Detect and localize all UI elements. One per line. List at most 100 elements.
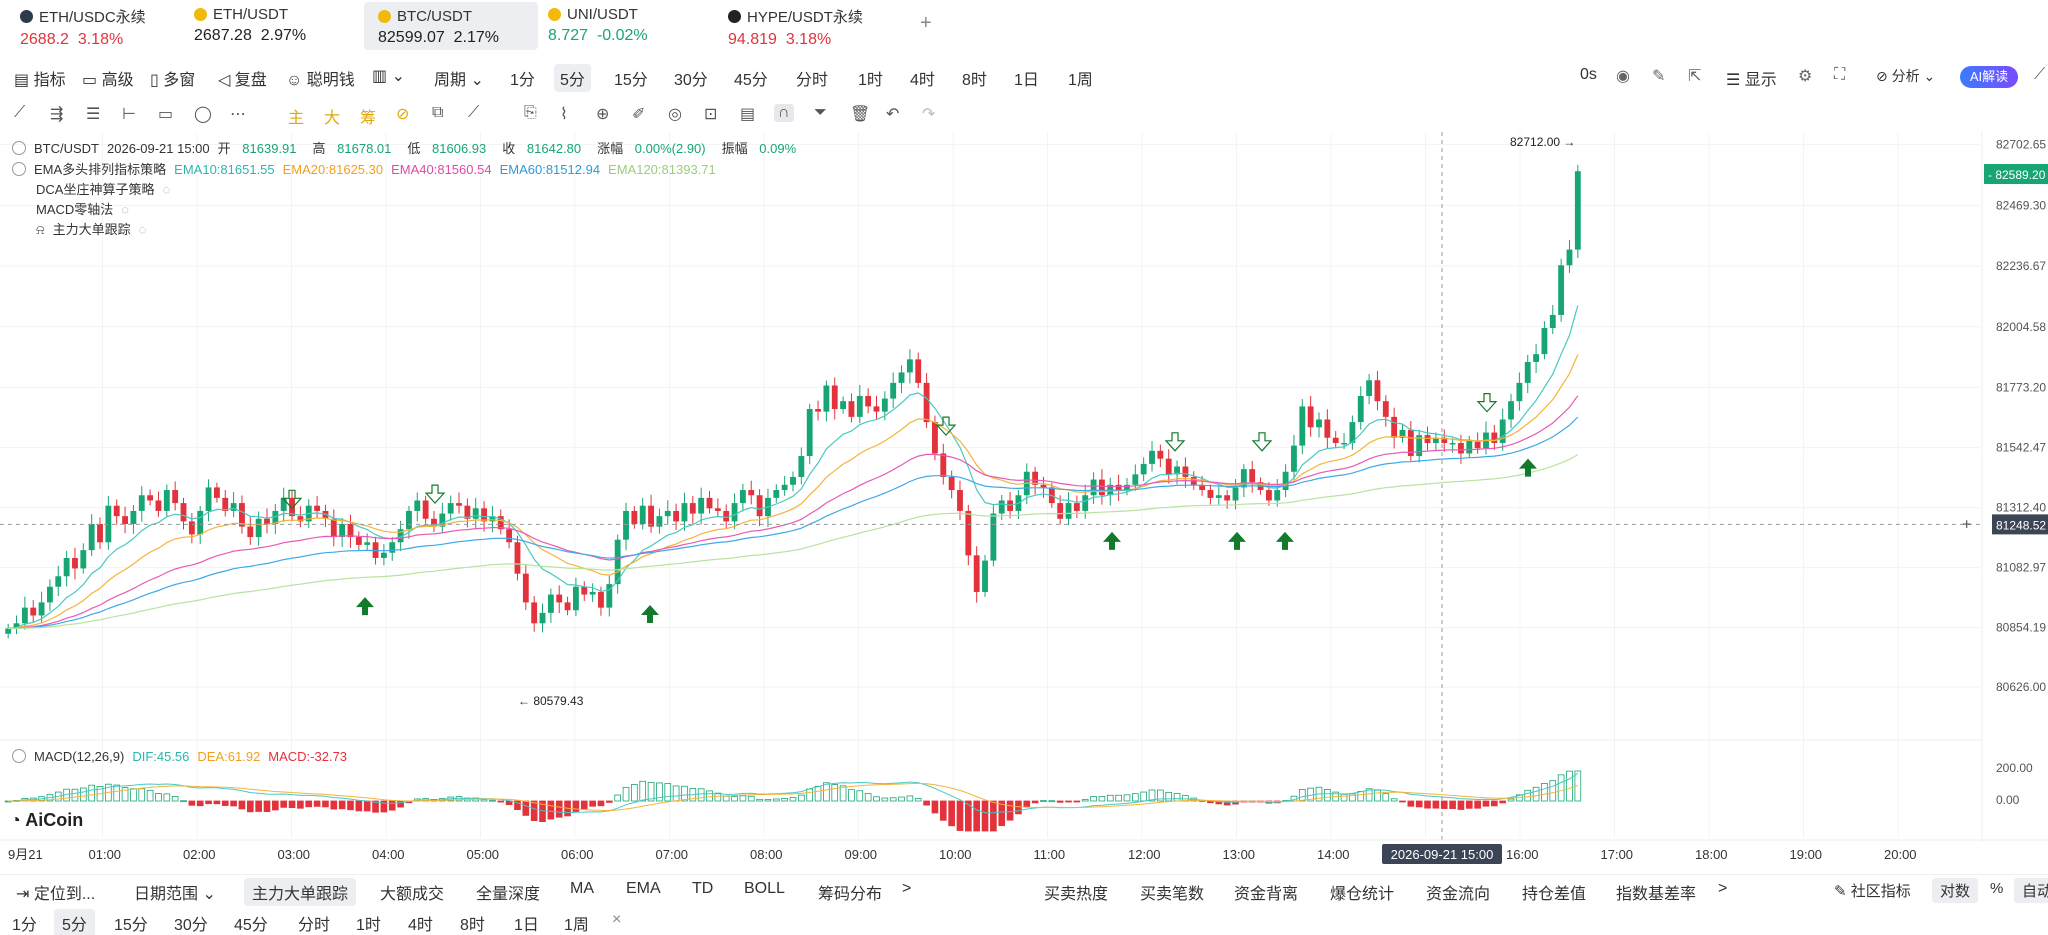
display-button[interactable]: ☰ 显示 [1726, 72, 1777, 89]
locate-button[interactable]: ⇥ 定位到... [16, 886, 96, 903]
basis-tab[interactable]: 指数基差率 [1616, 886, 1697, 903]
period-8h[interactable]: 8时 [962, 72, 987, 89]
large-trade-tab[interactable]: 大额成交 [380, 886, 445, 903]
indicator-button[interactable]: ▤ 指标 [14, 72, 66, 89]
period-timeshare[interactable]: 分时 [298, 917, 331, 934]
scroll-right-button[interactable]: > [1718, 880, 1728, 897]
smart-money-button[interactable]: ☺ 聪明钱 [286, 72, 355, 89]
symbol-tab-3[interactable]: UNI/USDT 8.727 -0.02% [534, 0, 704, 56]
eye-icon[interactable]: ◎ [668, 106, 682, 123]
advanced-button[interactable]: ▭ 高级 [82, 72, 134, 89]
settings-icon[interactable]: ⚙ [1798, 68, 1813, 85]
period-timeshare[interactable]: 分时 [796, 72, 829, 89]
parallel-channel-icon[interactable]: ⇶ [50, 106, 64, 123]
symbol-tab-1[interactable]: ETH/USDT 2687.28 2.97% [180, 0, 350, 56]
chip-toggle[interactable]: 筹 [360, 110, 377, 127]
period-5m[interactable]: 5分 [54, 909, 95, 935]
add-tab-button[interactable]: + [920, 12, 932, 34]
log-scale-toggle[interactable]: 对数 [1932, 878, 1979, 903]
redo-icon[interactable]: ↷ [922, 106, 936, 123]
period-dropdown[interactable]: 周期 ⌄ [434, 72, 484, 89]
period-15m[interactable]: 15分 [114, 917, 148, 934]
ema-tab[interactable]: EMA [626, 880, 661, 897]
period-1d[interactable]: 1日 [514, 917, 539, 934]
ma-tab[interactable]: MA [570, 880, 594, 897]
horizontal-lines-icon[interactable]: ☰ [86, 106, 101, 123]
fullscreen-icon[interactable]: ⛶ [1834, 66, 1846, 83]
chart-icon[interactable]: ⟋ [2034, 66, 2046, 83]
depth-tab[interactable]: 全量深度 [476, 886, 541, 903]
collapse-icon[interactable] [12, 162, 26, 176]
chart-type-dropdown[interactable]: ▥ ⌄ [372, 68, 405, 85]
close-period-bar-icon[interactable]: × [612, 911, 622, 928]
hidden-eye-icon[interactable]: ◌ [121, 202, 130, 217]
eraser-icon[interactable]: ⊘ [396, 106, 410, 123]
period-45m[interactable]: 45分 [234, 917, 268, 934]
big-order-tab[interactable]: 主力大单跟踪 [244, 878, 357, 906]
period-1w[interactable]: 1周 [1068, 72, 1093, 89]
fund-divergence-tab[interactable]: 资金背离 [1234, 886, 1299, 903]
period-1w[interactable]: 1周 [564, 917, 589, 934]
main-indicator-toggle[interactable]: 主 [288, 110, 305, 127]
period-1m[interactable]: 1分 [510, 72, 535, 89]
chart-area[interactable]: 82702.65 82469.30 82236.67 82004.58 81773.20… [0, 132, 2048, 872]
period-45m[interactable]: 45分 [734, 72, 768, 89]
buy-sell-count-tab[interactable]: 买卖笔数 [1140, 886, 1205, 903]
ellipse-icon[interactable]: ◯ [194, 106, 212, 123]
clipboard-icon[interactable]: ⎘ [524, 104, 537, 121]
period-15m[interactable]: 15分 [614, 72, 648, 89]
collapse-icon[interactable] [12, 749, 26, 763]
period-5m[interactable]: 5分 [554, 64, 591, 92]
td-tab[interactable]: TD [692, 880, 714, 897]
candlestick-chart[interactable]: 82702.65 82469.30 82236.67 82004.58 81773.20… [0, 132, 2048, 872]
camera-icon[interactable]: ◉ [1616, 68, 1630, 85]
hidden-eye-icon[interactable]: ◌ [138, 222, 147, 237]
period-1m[interactable]: 1分 [12, 917, 37, 934]
symbol-tab-2[interactable]: BTC/USDT 82599.07 2.17% [364, 2, 538, 50]
big-order-toggle[interactable]: 大 [324, 110, 341, 127]
magnet-icon[interactable]: ∩ [774, 104, 794, 122]
lock-icon[interactable]: ⊡ [704, 106, 718, 123]
marker-icon[interactable]: ✐ [632, 106, 646, 123]
period-30m[interactable]: 30分 [174, 917, 208, 934]
hidden-eye-icon[interactable]: ◌ [162, 182, 171, 197]
pencil-icon[interactable]: ✎ [1652, 68, 1666, 85]
period-1h[interactable]: 1时 [356, 917, 381, 934]
period-30m[interactable]: 30分 [674, 72, 708, 89]
percent-toggle[interactable]: % [1990, 880, 2004, 897]
scroll-right-button[interactable]: > [902, 880, 912, 897]
trash-icon[interactable]: 🗑 [850, 106, 871, 123]
period-4h[interactable]: 4时 [910, 72, 935, 89]
period-8h[interactable]: 8时 [460, 917, 485, 934]
oi-diff-tab[interactable]: 持仓差值 [1522, 886, 1587, 903]
boll-tab[interactable]: BOLL [744, 880, 785, 897]
note-icon[interactable]: ▤ [740, 106, 756, 123]
trend-line-icon[interactable]: ⟋ [14, 104, 26, 121]
period-1h[interactable]: 1时 [858, 72, 883, 89]
ai-analysis-button[interactable]: AI解读 [1960, 66, 2018, 88]
rectangle-icon[interactable]: ▭ [158, 106, 174, 123]
liquidation-tab[interactable]: 爆仓统计 [1330, 886, 1395, 903]
brush-icon[interactable]: ⟋ [468, 104, 480, 121]
analysis-dropdown[interactable]: ⊘ 分析 ⌄ [1876, 68, 1936, 84]
multi-window-button[interactable]: ▯ 多窗 [150, 72, 196, 89]
zoom-icon[interactable]: ⊕ [596, 106, 610, 123]
chip-tab[interactable]: 筹码分布 [818, 886, 883, 903]
share-icon[interactable]: ⇱ [1688, 68, 1702, 85]
ruler-icon[interactable]: ⌇ [560, 106, 568, 123]
symbol-tab-0[interactable]: ETH/USDC永续 2688.2 3.18% [6, 0, 176, 56]
horizontal-ray-icon[interactable]: ⊢ [122, 106, 136, 123]
symbol-tab-4[interactable]: HYPE/USDT永续 94.819 3.18% [714, 0, 904, 56]
period-4h[interactable]: 4时 [408, 917, 433, 934]
copy-icon[interactable]: ⧉ [432, 104, 444, 121]
undo-icon[interactable]: ↶ [886, 106, 900, 123]
filter-icon[interactable]: ⏷ [814, 104, 827, 121]
fund-flow-tab[interactable]: 资金流向 [1426, 886, 1491, 903]
date-range-dropdown[interactable]: 日期范围 ⌄ [134, 886, 216, 903]
buy-sell-heat-tab[interactable]: 买卖热度 [1044, 886, 1109, 903]
replay-button[interactable]: ◁ 复盘 [218, 72, 267, 89]
more-icon[interactable]: ⋯ [230, 106, 246, 123]
auto-scale-toggle[interactable]: 自动 [2014, 878, 2048, 903]
community-indicator-button[interactable]: ✎ 社区指标 [1834, 883, 1911, 900]
collapse-icon[interactable] [12, 141, 26, 155]
